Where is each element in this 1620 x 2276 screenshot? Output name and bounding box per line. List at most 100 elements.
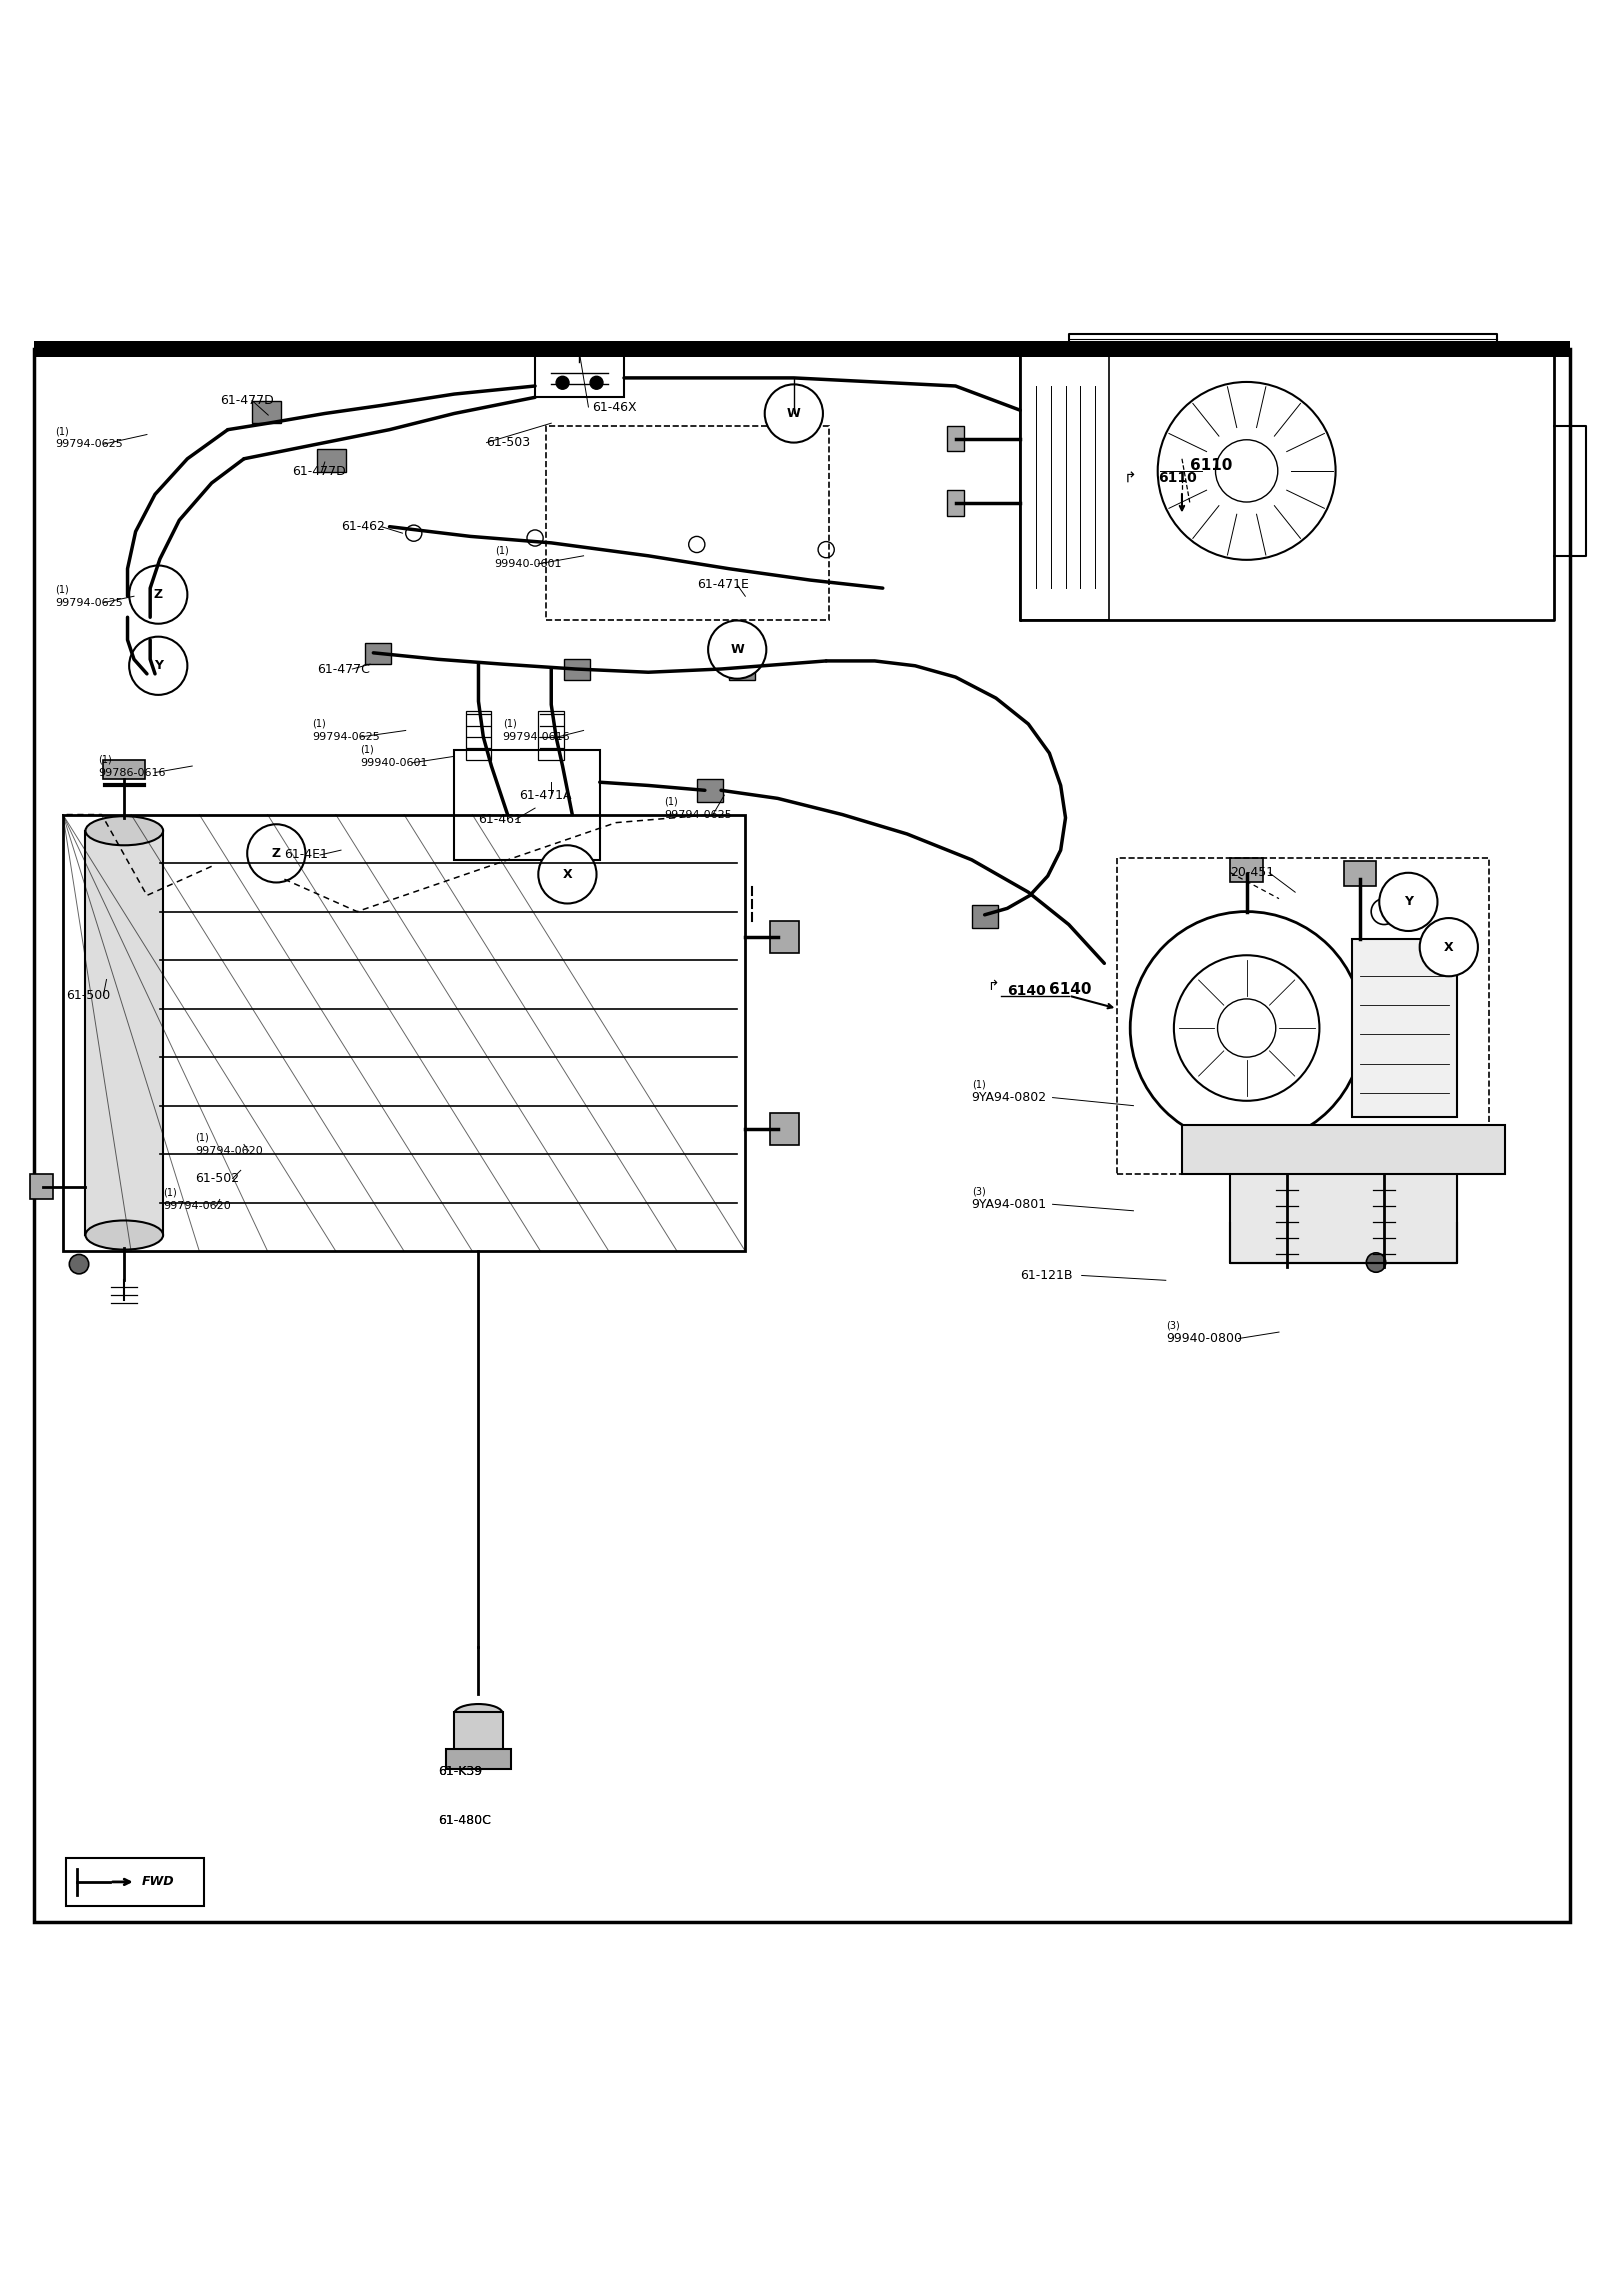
Text: 61-503: 61-503 — [486, 437, 531, 448]
Bar — [454, 749, 599, 860]
Text: 61-4E1: 61-4E1 — [285, 849, 329, 863]
Bar — [770, 1113, 799, 1145]
Bar — [546, 426, 829, 621]
Text: FWD: FWD — [143, 1875, 175, 1889]
Text: W: W — [787, 407, 800, 421]
Bar — [63, 815, 745, 1252]
Text: 61-477D: 61-477D — [220, 394, 274, 407]
Circle shape — [1366, 1252, 1385, 1272]
Text: ↱: ↱ — [1124, 471, 1137, 485]
Text: 9YA94-0802: 9YA94-0802 — [972, 1090, 1047, 1104]
Text: 61-480C: 61-480C — [437, 1814, 491, 1828]
Text: (1): (1) — [494, 546, 509, 555]
Bar — [1343, 860, 1375, 885]
Text: 61-K39: 61-K39 — [437, 1766, 483, 1778]
Text: (1): (1) — [55, 585, 68, 594]
Text: 9YA94-0801: 9YA94-0801 — [972, 1197, 1047, 1211]
Bar — [697, 778, 723, 801]
Text: 61-471A: 61-471A — [518, 790, 572, 801]
Bar — [34, 341, 1570, 357]
Bar — [948, 489, 964, 517]
Text: Y: Y — [154, 660, 162, 671]
Text: 61-461: 61-461 — [478, 813, 522, 826]
Bar — [364, 644, 390, 665]
Bar — [1231, 858, 1264, 883]
Text: (1): (1) — [99, 756, 112, 765]
Bar — [972, 906, 998, 929]
Circle shape — [130, 637, 188, 694]
Bar — [86, 831, 164, 1236]
Circle shape — [590, 376, 603, 389]
Bar — [446, 1750, 510, 1768]
Bar — [318, 448, 345, 471]
Circle shape — [1379, 872, 1437, 931]
Text: Y: Y — [1405, 894, 1413, 908]
Text: 99794-0620: 99794-0620 — [196, 1145, 262, 1156]
Text: 61-462: 61-462 — [340, 521, 386, 533]
Bar — [564, 660, 590, 681]
Ellipse shape — [86, 1220, 164, 1250]
Text: 99940-0800: 99940-0800 — [1166, 1331, 1243, 1345]
Circle shape — [1419, 917, 1477, 976]
Text: (1): (1) — [164, 1188, 177, 1197]
Text: W: W — [731, 644, 744, 655]
Circle shape — [765, 385, 823, 442]
Bar — [465, 710, 491, 760]
Text: 6110: 6110 — [1158, 471, 1197, 485]
Text: 99794-0616: 99794-0616 — [502, 733, 570, 742]
Polygon shape — [1231, 1174, 1456, 1263]
Circle shape — [70, 1254, 89, 1275]
Circle shape — [248, 824, 306, 883]
Text: 99794-0625: 99794-0625 — [55, 599, 123, 608]
Bar — [770, 922, 799, 954]
Text: 6110: 6110 — [1191, 457, 1233, 473]
Text: 6140: 6140 — [1008, 983, 1047, 997]
Text: 61-477D: 61-477D — [293, 464, 347, 478]
Circle shape — [556, 376, 569, 389]
Bar — [729, 660, 755, 681]
Bar — [1118, 858, 1489, 1174]
Text: 6140: 6140 — [1050, 981, 1092, 997]
Text: 61-471E: 61-471E — [697, 578, 748, 592]
Text: (1): (1) — [196, 1133, 209, 1143]
Bar — [454, 1712, 502, 1753]
Text: Z: Z — [154, 587, 164, 601]
Ellipse shape — [454, 1705, 502, 1723]
Text: (1): (1) — [313, 719, 326, 728]
Text: 61-480C: 61-480C — [437, 1814, 491, 1828]
Bar — [104, 760, 146, 778]
Text: ↱: ↱ — [988, 979, 1000, 992]
Text: 99940-0601: 99940-0601 — [360, 758, 428, 767]
Circle shape — [538, 844, 596, 904]
Text: 20-451: 20-451 — [1231, 867, 1275, 879]
Text: 61-46X: 61-46X — [591, 401, 637, 414]
Bar — [538, 710, 564, 760]
Text: X: X — [1443, 940, 1453, 954]
Text: (1): (1) — [55, 426, 68, 437]
Bar — [66, 1857, 204, 1907]
Bar — [535, 348, 624, 398]
Text: 61-477C: 61-477C — [318, 662, 369, 676]
Text: 99794-0620: 99794-0620 — [164, 1202, 232, 1211]
Bar — [1021, 353, 1110, 621]
Circle shape — [708, 621, 766, 678]
Text: (1): (1) — [502, 719, 517, 728]
Text: (3): (3) — [1166, 1320, 1179, 1331]
Bar — [31, 1174, 53, 1199]
Text: (1): (1) — [972, 1079, 985, 1090]
Text: 99940-0601: 99940-0601 — [494, 560, 562, 569]
Text: 99794-0625: 99794-0625 — [664, 810, 732, 819]
Text: 99794-0625: 99794-0625 — [313, 733, 379, 742]
Bar — [1183, 1124, 1505, 1174]
Text: 99786-0616: 99786-0616 — [99, 767, 165, 778]
Text: 61-502: 61-502 — [196, 1172, 240, 1186]
Ellipse shape — [86, 817, 164, 844]
Text: 99794-0625: 99794-0625 — [55, 439, 123, 448]
Text: Z: Z — [272, 847, 280, 860]
Bar — [948, 426, 964, 451]
Text: X: X — [562, 867, 572, 881]
Text: (1): (1) — [664, 797, 679, 806]
Text: (3): (3) — [972, 1186, 985, 1197]
Text: 61-K39: 61-K39 — [437, 1766, 483, 1778]
Text: 61-500: 61-500 — [66, 990, 110, 1001]
